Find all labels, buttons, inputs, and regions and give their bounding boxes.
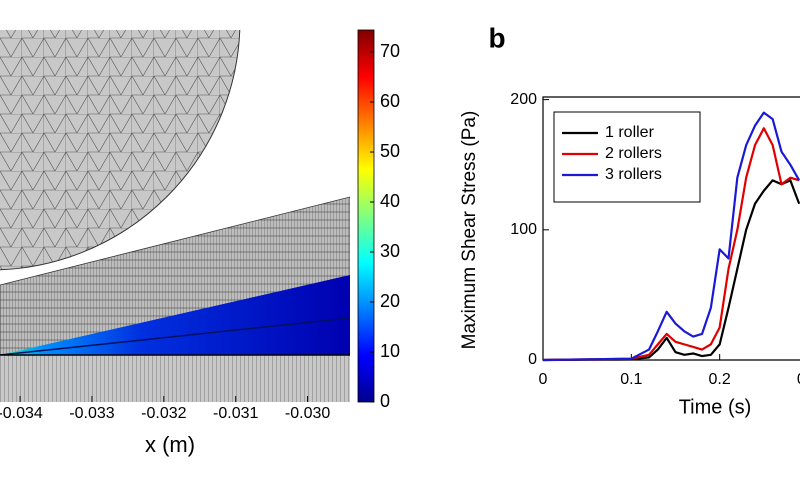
- x-axis-label: x (m): [145, 432, 195, 457]
- colorbar-tick-label: 20: [380, 291, 400, 311]
- x-tick-label: 0.2: [709, 371, 731, 388]
- x-axis-label: Time (s): [679, 396, 752, 418]
- colorbar-tick-label: 60: [380, 91, 400, 111]
- x-tick-label: -0.031: [213, 405, 258, 422]
- panel-label: b: [488, 22, 505, 53]
- colorbar-tick-label: 10: [380, 341, 400, 361]
- colorbar-tick-label: 0: [380, 391, 390, 411]
- series-line: [542, 127, 800, 362]
- x-tick-label: -0.030: [285, 405, 330, 422]
- y-tick-label: 0: [528, 351, 537, 368]
- x-tick-label: -0.034: [0, 405, 43, 422]
- legend-label: 3 rollers: [605, 166, 662, 183]
- colorbar-tick-label: 50: [380, 141, 400, 161]
- colorbar: [357, 29, 375, 403]
- y-tick-label: 200: [510, 91, 537, 108]
- x-tick-label: 0: [539, 371, 548, 388]
- colorbar-tick-label: 30: [380, 241, 400, 261]
- legend: [553, 111, 701, 203]
- series-line: [542, 111, 800, 362]
- y-axis-label: Maximum Shear Stress (Pa): [459, 111, 480, 350]
- colorbar-tick-label: 40: [380, 191, 400, 211]
- legend-label: 1 roller: [605, 124, 655, 141]
- colorbar-tick-label: 70: [380, 41, 400, 61]
- x-tick-label: 0.1: [620, 371, 642, 388]
- mesh-drawing: [0, 30, 350, 402]
- series-line: [542, 179, 800, 362]
- x-tick-label: 0.3: [797, 371, 800, 388]
- axes-frame: [542, 96, 800, 361]
- x-tick-label: -0.033: [69, 405, 114, 422]
- y-tick-label: 100: [510, 221, 537, 238]
- x-tick-label: -0.032: [141, 405, 186, 422]
- legend-label: 2 rollers: [605, 145, 662, 162]
